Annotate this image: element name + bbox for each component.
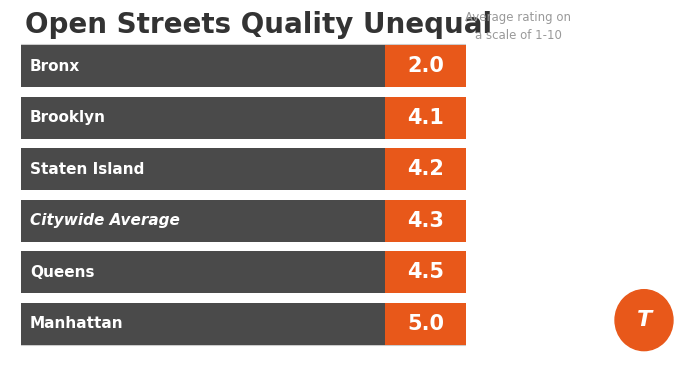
Text: 2.0: 2.0 — [407, 56, 444, 76]
FancyBboxPatch shape — [386, 97, 466, 139]
Text: Staten Island: Staten Island — [30, 162, 144, 177]
Text: Brooklyn: Brooklyn — [30, 110, 106, 125]
Text: 5.0: 5.0 — [407, 314, 444, 334]
Text: Open Streets Quality Unequal: Open Streets Quality Unequal — [25, 11, 491, 39]
Text: 4.2: 4.2 — [407, 159, 444, 179]
Text: 4.1: 4.1 — [407, 108, 444, 128]
FancyBboxPatch shape — [21, 200, 466, 242]
FancyBboxPatch shape — [386, 200, 466, 242]
Text: Citywide Average: Citywide Average — [30, 213, 180, 228]
FancyBboxPatch shape — [386, 148, 466, 190]
Text: 4.5: 4.5 — [407, 262, 444, 282]
Text: Bronx: Bronx — [30, 59, 80, 74]
FancyBboxPatch shape — [386, 45, 466, 87]
FancyBboxPatch shape — [21, 303, 466, 345]
Circle shape — [615, 290, 673, 351]
Text: Manhattan: Manhattan — [30, 316, 123, 331]
FancyBboxPatch shape — [21, 148, 466, 190]
FancyBboxPatch shape — [386, 251, 466, 293]
FancyBboxPatch shape — [21, 45, 466, 87]
FancyBboxPatch shape — [21, 251, 466, 293]
FancyBboxPatch shape — [386, 303, 466, 345]
Text: T: T — [636, 310, 652, 330]
FancyBboxPatch shape — [21, 97, 466, 139]
Text: Average rating on
a scale of 1-10: Average rating on a scale of 1-10 — [465, 11, 571, 42]
Text: 4.3: 4.3 — [407, 211, 444, 231]
Text: Queens: Queens — [30, 265, 94, 280]
